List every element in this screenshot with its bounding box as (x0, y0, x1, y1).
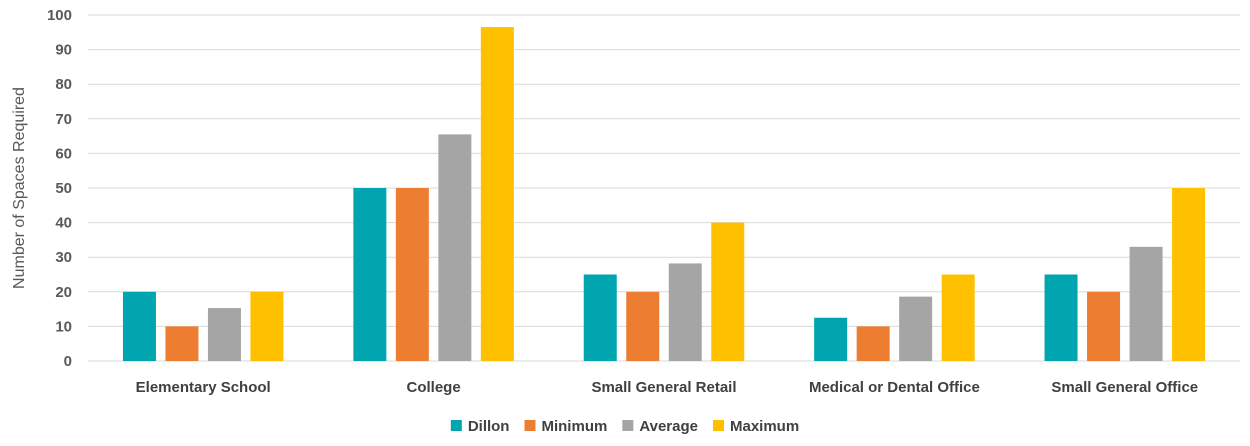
y-tick-label: 10 (55, 318, 72, 335)
bar-maximum (941, 274, 975, 361)
y-tick-label: 90 (55, 42, 72, 59)
bar-average (1129, 246, 1163, 361)
x-category-label: Medical or Dental Office (809, 379, 980, 396)
bar-maximum (480, 27, 514, 362)
x-category-label: Elementary School (136, 379, 271, 396)
bar-dillon (1044, 274, 1078, 361)
x-category-label: Small General Retail (591, 379, 736, 396)
y-axis-title: Number of Spaces Required (11, 87, 28, 289)
legend-label: Dillon (468, 418, 510, 435)
bar-maximum (711, 222, 745, 361)
legend-item-minimum: Minimum (524, 418, 607, 435)
x-category-label: College (407, 379, 461, 396)
bar-average (207, 308, 241, 361)
y-tick-label: 80 (55, 76, 72, 93)
y-tick-label: 100 (47, 7, 72, 24)
legend-swatch (524, 420, 536, 431)
x-category-label: Small General Office (1051, 379, 1198, 396)
legend-swatch (622, 420, 634, 431)
legend-label: Minimum (541, 418, 607, 435)
y-tick-label: 0 (64, 353, 72, 370)
bar-minimum (626, 291, 660, 361)
y-tick-label: 40 (55, 215, 72, 232)
bar-dillon (353, 188, 387, 361)
x-axis-categories: Elementary School College Small General Re… (136, 379, 1198, 396)
legend: Dillon Minimum Average Maximum (450, 418, 799, 435)
bar-dillon (122, 291, 156, 361)
legend-label: Maximum (730, 418, 799, 435)
y-axis-ticks: 0 10 20 30 40 50 60 70 80 90 100 (47, 7, 72, 370)
bar-minimum (395, 188, 429, 361)
bar-maximum (250, 291, 284, 361)
legend-swatch (450, 420, 462, 431)
y-tick-label: 20 (55, 284, 72, 301)
bar-dillon (814, 317, 848, 361)
y-tick-label: 50 (55, 180, 72, 197)
y-tick-label: 30 (55, 249, 72, 266)
bar-maximum (1172, 188, 1206, 361)
bar-dillon (583, 274, 617, 361)
legend-label: Average (639, 418, 698, 435)
legend-item-dillon: Dillon (450, 418, 510, 435)
bar-average (668, 263, 702, 361)
bar-average (438, 134, 472, 361)
legend-item-average: Average (622, 418, 698, 435)
bar-minimum (165, 326, 199, 361)
y-tick-label: 60 (55, 145, 72, 162)
bar-minimum (1087, 291, 1121, 361)
y-tick-label: 70 (55, 111, 72, 128)
bar-minimum (856, 326, 890, 361)
legend-swatch (712, 420, 724, 431)
bars (122, 27, 1206, 362)
legend-item-maximum: Maximum (712, 418, 799, 435)
bar-average (899, 296, 933, 361)
